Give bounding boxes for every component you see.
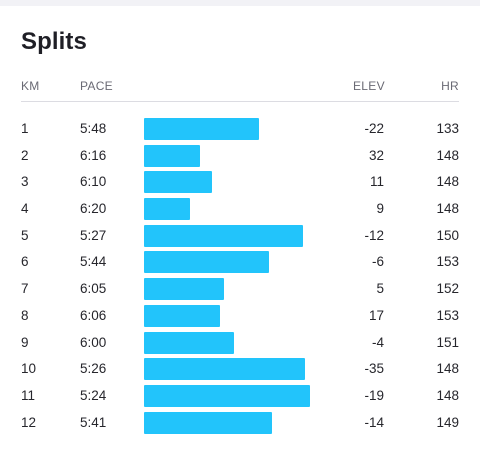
splits-table: 1 5:48 -22 133 2 6:16 32 148 3 6:10 11 1… [0,116,480,436]
split-hr: 150 [436,227,459,243]
split-km: 7 [21,281,29,297]
split-hr: 151 [436,334,459,350]
split-elev: -35 [364,361,384,377]
split-pace: 6:20 [80,201,107,217]
split-pace: 6:16 [80,147,107,163]
split-row: 3 6:10 11 148 [0,169,480,196]
split-hr: 153 [436,307,459,323]
split-km: 6 [21,254,29,270]
top-divider-bar [0,0,480,6]
split-km: 12 [21,414,37,430]
split-elev: -4 [371,334,384,350]
pace-bar [144,331,234,354]
split-row: 9 6:00 -4 151 [0,330,480,357]
split-hr: 148 [436,147,459,163]
column-header-pace: PACE [80,79,113,93]
split-hr: 149 [436,414,459,430]
column-header-elev: ELEV [353,79,385,93]
split-km: 1 [21,121,29,136]
pace-bar [144,358,305,381]
split-elev: 5 [376,281,384,297]
column-header-km: KM [21,79,40,93]
split-km: 3 [21,174,29,190]
pace-bar [144,384,310,407]
split-row: 6 5:44 -6 153 [0,249,480,276]
split-elev: 11 [369,174,384,190]
split-row: 4 6:20 9 148 [0,196,480,223]
split-elev: -19 [364,387,384,403]
split-row: 7 6:05 5 152 [0,276,480,303]
split-km: 4 [21,201,29,217]
split-pace: 5:24 [80,387,107,403]
page-title: Splits [21,28,87,55]
split-hr: 148 [436,174,459,190]
split-elev: -14 [364,414,384,430]
split-pace: 5:44 [80,254,107,270]
split-elev: -6 [371,254,384,270]
split-row: 5 5:27 -12 150 [0,223,480,250]
pace-bar [144,144,200,167]
split-pace: 5:41 [80,414,107,430]
split-row: 8 6:06 17 153 [0,303,480,330]
split-hr: 148 [436,387,459,403]
split-pace: 6:06 [80,307,107,323]
split-km: 2 [21,147,29,163]
split-pace: 5:26 [80,361,107,377]
split-pace: 6:10 [80,174,107,190]
split-km: 11 [21,387,36,403]
header-divider [21,101,459,102]
split-elev: 17 [368,307,384,323]
split-row: 11 5:24 -19 148 [0,383,480,410]
split-row: 2 6:16 32 148 [0,143,480,170]
split-row: 12 5:41 -14 149 [0,410,480,437]
split-km: 9 [21,334,29,350]
pace-bar [144,304,220,327]
split-elev: 9 [376,201,384,217]
split-pace: 5:27 [80,227,107,243]
split-elev: -22 [364,121,384,136]
pace-bar [144,118,259,140]
split-hr: 152 [436,281,459,297]
split-hr: 153 [436,254,459,270]
split-pace: 5:48 [80,121,107,136]
column-header-hr: HR [441,79,459,93]
pace-bar [144,278,224,301]
split-pace: 6:05 [80,281,107,297]
split-km: 5 [21,227,29,243]
split-hr: 148 [436,201,459,217]
split-hr: 148 [436,361,459,377]
pace-bar [144,251,269,274]
pace-bar [144,224,303,247]
split-pace: 6:00 [80,334,107,350]
split-row: 10 5:26 -35 148 [0,356,480,383]
split-hr: 133 [436,121,459,136]
pace-bar [144,171,212,194]
split-row: 1 5:48 -22 133 [0,116,480,143]
pace-bar [144,411,272,434]
split-elev: 32 [368,147,384,163]
split-km: 10 [21,361,37,377]
split-elev: -12 [364,227,384,243]
pace-bar [144,198,190,221]
split-km: 8 [21,307,29,323]
